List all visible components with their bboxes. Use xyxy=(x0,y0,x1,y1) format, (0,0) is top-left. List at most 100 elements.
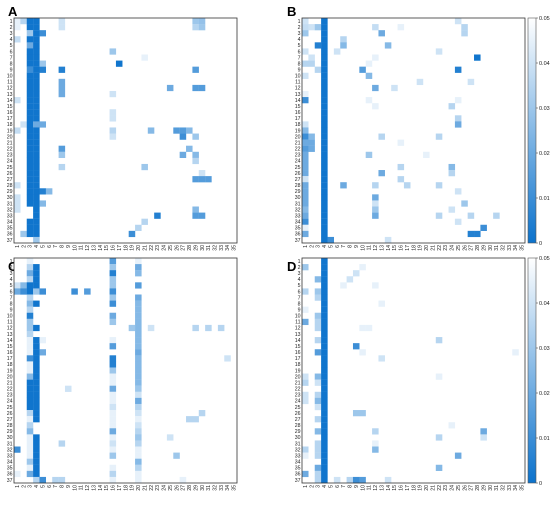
heatmap-cell xyxy=(302,230,309,238)
heatmap-cell xyxy=(109,361,117,368)
heatmap-cell xyxy=(321,470,328,478)
x-tick-label: 2 xyxy=(21,485,27,488)
heatmap-cell xyxy=(26,170,34,177)
heatmap-cell xyxy=(26,157,34,165)
heatmap-cell xyxy=(302,139,309,146)
y-tick-label: 5 xyxy=(298,283,301,289)
heatmap-cell xyxy=(109,258,117,265)
heatmap-cell xyxy=(135,458,142,465)
heatmap-cell xyxy=(192,324,199,332)
x-tick-label: 17 xyxy=(117,245,123,251)
heatmap-cell xyxy=(33,410,40,417)
y-tick-label: 37 xyxy=(7,478,13,484)
x-tick-label: 17 xyxy=(405,485,411,491)
heatmap-cell xyxy=(141,54,148,61)
heatmap-cell xyxy=(321,36,328,43)
heatmap-cell xyxy=(14,182,21,189)
heatmap-cell xyxy=(192,212,199,219)
heatmap-cell xyxy=(321,403,328,411)
heatmap-cell xyxy=(109,440,117,447)
heatmap-cell xyxy=(198,176,206,183)
y-tick-label: 17 xyxy=(7,116,13,122)
x-tick-label: 12 xyxy=(373,485,379,491)
heatmap-cell xyxy=(302,452,309,459)
y-tick-label: 25 xyxy=(7,405,13,411)
heatmap-cell xyxy=(33,367,40,374)
heatmap-cell xyxy=(321,446,328,453)
heatmap-cell xyxy=(33,121,40,128)
heatmap-cell xyxy=(314,318,322,326)
x-tick-label: 26 xyxy=(174,485,180,491)
heatmap-cell xyxy=(26,151,34,159)
heatmap-cell xyxy=(109,276,117,283)
heatmap-cell xyxy=(33,264,40,271)
x-tick-label: 16 xyxy=(111,485,117,491)
heatmap-cell xyxy=(58,18,66,25)
heatmap-cell xyxy=(302,200,309,207)
x-tick-label: 22 xyxy=(437,485,443,491)
x-tick-label: 9 xyxy=(354,245,360,248)
x-tick-label: 2 xyxy=(21,245,27,248)
heatmap-cell xyxy=(26,72,34,79)
x-tick-label: 33 xyxy=(219,245,225,251)
y-tick-label: 36 xyxy=(7,472,13,478)
heatmap-cell xyxy=(321,367,328,374)
heatmap-cell xyxy=(20,282,27,289)
heatmap-cell xyxy=(435,434,443,441)
y-tick-label: 4 xyxy=(10,37,13,43)
heatmap-cell xyxy=(302,30,309,37)
heatmap-cell xyxy=(454,115,462,122)
heatmap-cell xyxy=(33,270,40,277)
heatmap-cell xyxy=(26,373,34,380)
x-tick-label: 13 xyxy=(91,245,97,251)
heatmap-cell xyxy=(39,288,47,295)
heatmap-cell xyxy=(327,236,335,244)
heatmap-cell xyxy=(192,416,199,423)
heatmap-cell xyxy=(26,182,34,189)
heatmap-cell xyxy=(314,276,322,283)
y-tick-label: 26 xyxy=(295,411,301,417)
heatmap-cell xyxy=(321,397,328,405)
heatmap-cell xyxy=(14,282,21,289)
plot-background xyxy=(14,258,237,483)
y-tick-label: 37 xyxy=(295,238,301,244)
heatmap-cell xyxy=(352,476,360,484)
heatmap-cell xyxy=(109,470,117,478)
x-tick-label: 18 xyxy=(411,245,417,251)
heatmap-cell xyxy=(135,306,142,313)
y-tick-label: 3 xyxy=(10,271,13,277)
y-tick-label: 20 xyxy=(7,134,13,140)
heatmap-cell xyxy=(173,452,180,459)
heatmap-cell xyxy=(192,66,199,73)
y-tick-label: 25 xyxy=(7,165,13,171)
x-tick-label: 28 xyxy=(475,245,481,251)
heatmap-cell xyxy=(454,18,462,25)
x-tick-label: 28 xyxy=(187,485,193,491)
x-tick-label: 3 xyxy=(28,245,34,248)
heatmap-cell xyxy=(372,440,379,447)
x-tick-label: 34 xyxy=(513,485,519,491)
heatmap-cell xyxy=(314,66,322,73)
heatmap-cell xyxy=(346,476,354,484)
heatmap-cell xyxy=(321,200,328,207)
heatmap-cell xyxy=(321,476,328,484)
heatmap-cell xyxy=(333,476,341,484)
heatmap-cell xyxy=(33,373,40,380)
heatmap-cell xyxy=(321,373,328,380)
heatmap-cell xyxy=(365,151,373,159)
heatmap-cell xyxy=(321,458,328,465)
heatmap-cell xyxy=(14,127,21,134)
x-tick-label: 20 xyxy=(424,245,430,251)
heatmap-cell xyxy=(33,194,40,201)
y-tick-label: 18 xyxy=(7,362,13,368)
heatmap-cell xyxy=(14,97,21,104)
x-tick-label: 21 xyxy=(142,485,148,491)
heatmap-cell xyxy=(321,103,328,110)
heatmap-cell xyxy=(340,182,347,189)
colorbar-tick-label: 0.04 xyxy=(539,301,550,307)
heatmap-cell xyxy=(416,78,424,86)
heatmap-cell xyxy=(340,36,347,43)
heatmap-cell xyxy=(186,145,193,152)
y-tick-label: 1 xyxy=(298,19,301,25)
heatmap-cell xyxy=(58,66,66,73)
